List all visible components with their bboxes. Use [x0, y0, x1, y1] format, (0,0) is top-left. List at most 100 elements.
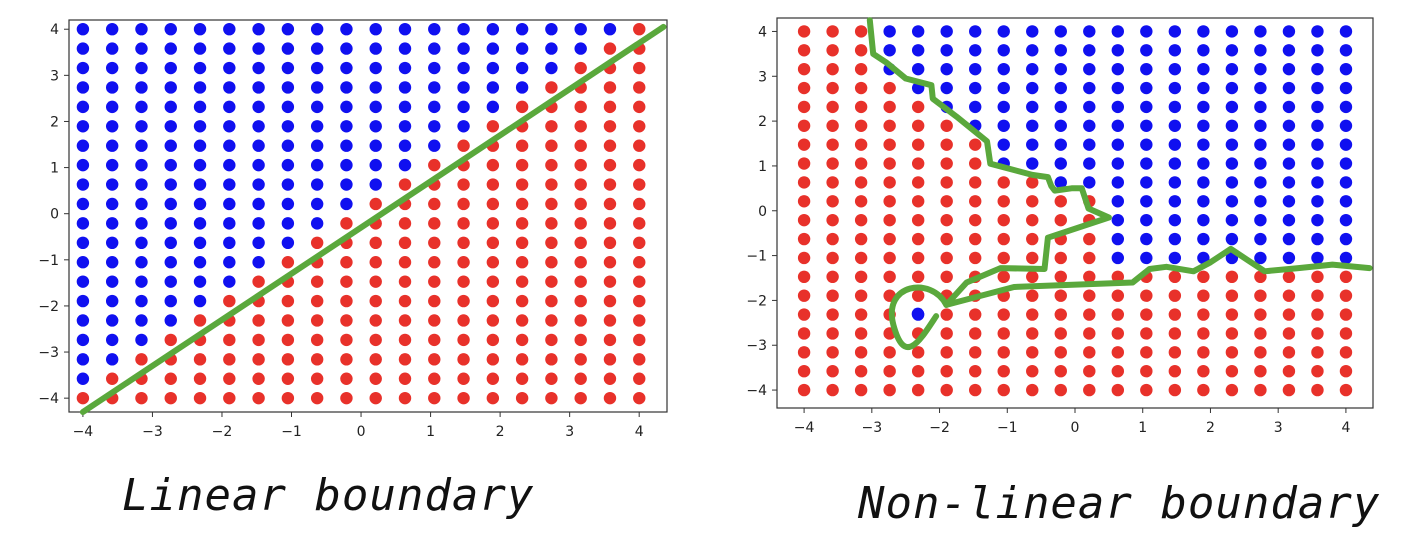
- blue-point: [105, 22, 119, 36]
- blue-point: [515, 42, 529, 55]
- blue-point: [223, 22, 236, 36]
- blue-point: [369, 120, 382, 133]
- red-point: [633, 22, 646, 36]
- red-point: [883, 270, 896, 284]
- blue-point: [105, 158, 119, 172]
- blue-point: [1140, 195, 1153, 208]
- blue-point: [1026, 25, 1039, 38]
- blue-point: [1140, 138, 1153, 151]
- blue-point: [135, 314, 148, 327]
- red-point: [369, 197, 382, 211]
- red-point: [428, 217, 441, 230]
- blue-point: [105, 81, 119, 94]
- blue-point: [1140, 62, 1153, 76]
- red-point: [515, 333, 529, 347]
- red-point: [369, 333, 382, 347]
- blue-point: [486, 42, 500, 55]
- red-point: [603, 256, 617, 269]
- blue-point: [1197, 25, 1210, 38]
- blue-point: [997, 44, 1010, 57]
- red-point: [633, 294, 646, 308]
- red-point: [193, 353, 207, 366]
- red-point: [340, 294, 353, 308]
- red-point: [1083, 232, 1096, 246]
- blue-point: [398, 158, 412, 172]
- red-point: [1168, 346, 1182, 359]
- red-point: [574, 158, 587, 172]
- blue-point: [457, 120, 470, 133]
- blue-point: [164, 139, 177, 152]
- red-point: [603, 294, 617, 308]
- blue-point: [223, 275, 236, 288]
- red-point: [574, 100, 587, 114]
- x-tick-label: 4: [1341, 420, 1350, 436]
- blue-point: [1339, 176, 1353, 189]
- red-point: [281, 372, 295, 385]
- red-point: [797, 308, 811, 321]
- red-point: [1254, 327, 1267, 340]
- blue-point: [164, 100, 177, 114]
- red-point: [969, 308, 982, 321]
- blue-point: [193, 100, 207, 114]
- red-point: [398, 256, 412, 269]
- red-point: [457, 256, 470, 269]
- red-point: [135, 353, 148, 366]
- blue-point: [1254, 251, 1267, 265]
- blue-point: [1311, 62, 1324, 76]
- red-point: [1140, 364, 1153, 378]
- red-point: [1339, 364, 1353, 378]
- red-point: [883, 138, 896, 151]
- blue-point: [1282, 81, 1296, 95]
- blue-point: [1254, 44, 1267, 57]
- red-point: [310, 333, 324, 347]
- red-point: [854, 176, 868, 189]
- blue-point: [1026, 157, 1039, 170]
- blue-point: [1083, 176, 1096, 189]
- y-tick-label: 2: [758, 114, 767, 130]
- red-point: [911, 100, 925, 114]
- blue-point: [1111, 25, 1125, 38]
- blue-point: [428, 61, 441, 75]
- blue-point: [76, 256, 90, 269]
- blue-point: [1254, 176, 1267, 189]
- red-point: [797, 81, 811, 95]
- blue-point: [1282, 251, 1296, 265]
- x-tick-label: 2: [1206, 420, 1215, 436]
- blue-point: [105, 275, 119, 288]
- blue-point: [223, 256, 236, 269]
- red-point: [1168, 327, 1182, 340]
- blue-point: [310, 178, 324, 191]
- blue-point: [997, 138, 1010, 151]
- red-point: [486, 158, 500, 172]
- blue-point: [1197, 100, 1210, 114]
- blue-point: [457, 61, 470, 75]
- red-point: [369, 275, 382, 288]
- blue-point: [1054, 119, 1067, 132]
- red-point: [135, 391, 148, 405]
- blue-point: [1225, 119, 1239, 132]
- red-point: [1311, 289, 1324, 302]
- red-point: [1111, 270, 1125, 284]
- red-point: [1054, 364, 1067, 378]
- y-tick-label: −2: [746, 293, 767, 309]
- red-point: [515, 158, 529, 172]
- red-point: [603, 372, 617, 385]
- red-point: [486, 217, 500, 230]
- red-point: [252, 314, 265, 327]
- red-point: [797, 157, 811, 170]
- red-point: [603, 353, 617, 366]
- blue-point: [1083, 81, 1096, 95]
- blue-point: [1083, 100, 1096, 114]
- blue-point: [1282, 100, 1296, 114]
- red-point: [545, 158, 558, 172]
- blue-point: [1026, 138, 1039, 151]
- red-point: [603, 42, 617, 55]
- blue-point: [1054, 157, 1067, 170]
- blue-point: [1140, 251, 1153, 265]
- blue-point: [1197, 138, 1210, 151]
- red-point: [603, 139, 617, 152]
- red-point: [1339, 270, 1353, 284]
- red-point: [574, 197, 587, 211]
- y-tick-label: −3: [38, 345, 59, 361]
- blue-point: [1054, 176, 1067, 189]
